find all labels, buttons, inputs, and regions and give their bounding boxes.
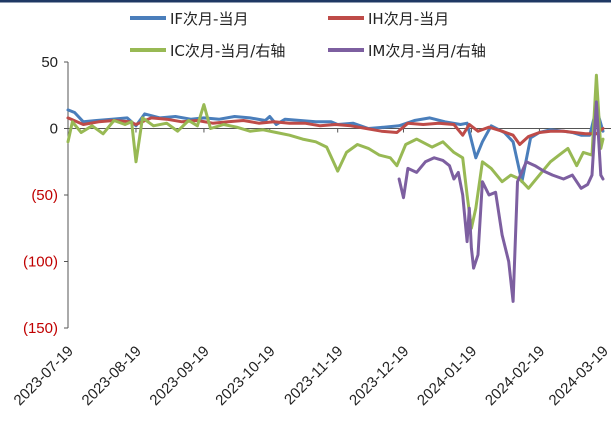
legend-label: IC次月-当月/右轴 bbox=[170, 42, 285, 60]
x-tick-label: 2023-09-19 bbox=[146, 343, 212, 409]
x-tick-label: 2024-01-19 bbox=[414, 343, 480, 409]
x-tick-label: 2023-08-19 bbox=[79, 343, 145, 409]
legend-label: IF次月-当月 bbox=[170, 10, 248, 28]
x-tick-label: 2024-03-19 bbox=[546, 343, 611, 409]
y-tick-label: 50 bbox=[41, 54, 58, 71]
series-line-4 bbox=[397, 100, 605, 303]
y-tick-label: (50) bbox=[31, 187, 58, 204]
x-tick-label: 2023-12-19 bbox=[346, 343, 412, 409]
x-tick-label: 2023-07-19 bbox=[11, 343, 77, 409]
y-tick-label: (150) bbox=[23, 320, 58, 337]
series-layer bbox=[66, 73, 605, 303]
y-tick-label: (100) bbox=[23, 254, 58, 271]
axes bbox=[64, 61, 611, 329]
series-line-2 bbox=[66, 116, 605, 146]
y-tick-label: 0 bbox=[50, 121, 58, 138]
legend-label: IH次月-当月 bbox=[368, 10, 449, 28]
x-tick-label: 2023-10-19 bbox=[212, 343, 278, 409]
tick-labels: 500(50)(100)(150)2023-07-19 2023-08-19 202… bbox=[11, 54, 611, 409]
x-tick-label: 2023-11-19 bbox=[281, 343, 346, 408]
legend: IF次月-当月 IH次月-当月 IC次月-当月/右轴 IM次月-当月/右轴 bbox=[130, 10, 486, 60]
series-line-3 bbox=[66, 73, 605, 230]
x-tick-label: 2024-02-19 bbox=[482, 343, 548, 409]
legend-label: IM次月-当月/右轴 bbox=[368, 42, 486, 60]
